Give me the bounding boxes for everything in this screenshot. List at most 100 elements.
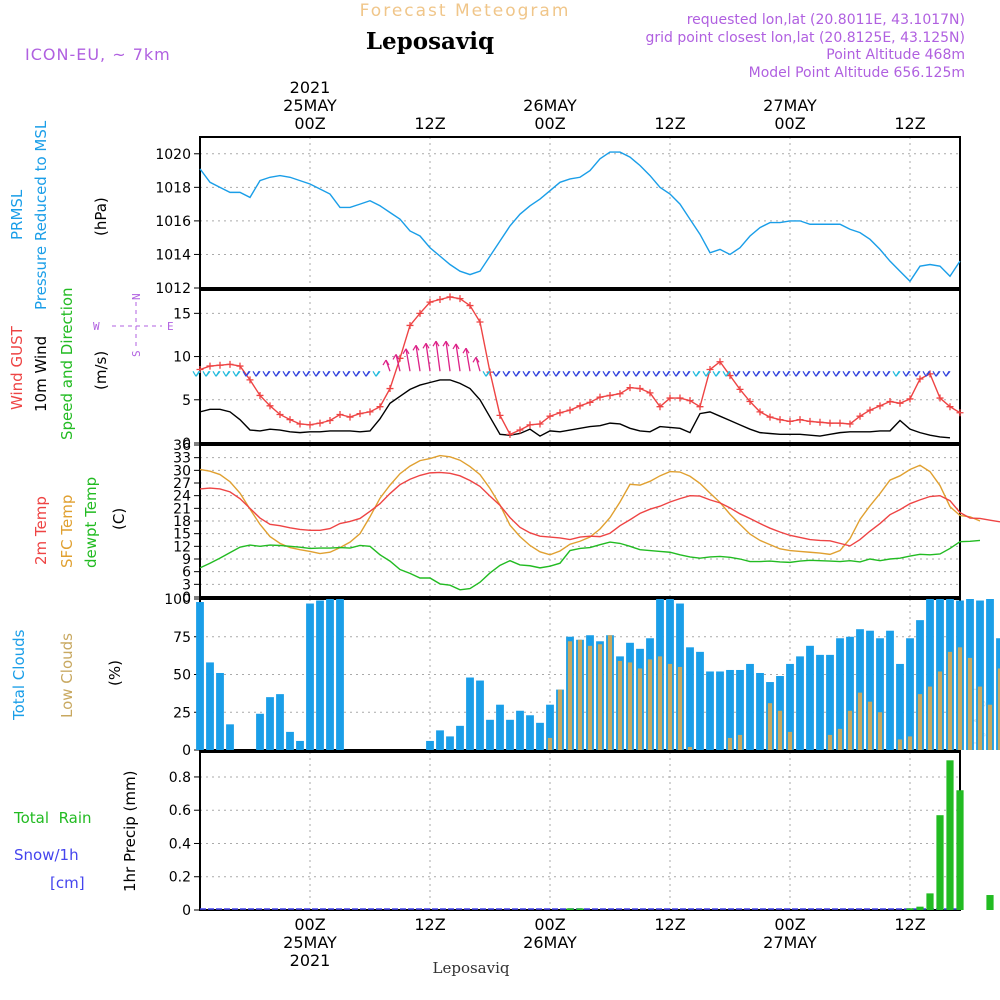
low-clouds-bar bbox=[867, 701, 873, 750]
wind-arrow-head bbox=[282, 370, 290, 377]
total-clouds-bar bbox=[336, 599, 344, 750]
low-clouds-bar bbox=[777, 710, 783, 750]
gust-series-point bbox=[866, 406, 874, 414]
clouds-label-2: Low Clouds bbox=[58, 633, 76, 718]
wind-arrow-head bbox=[782, 370, 790, 377]
clouds-label-1: Total Clouds bbox=[10, 629, 28, 721]
rain-bar bbox=[566, 908, 574, 910]
wind-arrow bbox=[465, 348, 471, 372]
wind-arrow-head bbox=[642, 370, 650, 377]
low-clouds-bar bbox=[937, 671, 943, 750]
y-tick-label: 1014 bbox=[155, 247, 191, 263]
wind-arrow-head bbox=[462, 347, 470, 354]
wind-arrow-head bbox=[902, 370, 910, 377]
y-tick-label: 21 bbox=[173, 501, 191, 517]
gust-series-point bbox=[956, 409, 964, 417]
y-tick-label: 0.4 bbox=[169, 836, 191, 852]
total-clouds-bar bbox=[546, 704, 554, 750]
gust-series-point bbox=[836, 419, 844, 427]
wind-arrow-head bbox=[532, 370, 540, 377]
y-tick-label: 75 bbox=[173, 630, 191, 646]
wind-arrow bbox=[445, 341, 451, 372]
wind-arrow-head bbox=[192, 370, 200, 377]
dewpt-series-line bbox=[199, 539, 981, 591]
low-clouds-bar bbox=[877, 712, 883, 750]
low-clouds-bar bbox=[947, 651, 953, 750]
gust-series-point bbox=[366, 408, 374, 416]
total-clouds-bar bbox=[446, 736, 454, 750]
wind-arrow-head bbox=[742, 370, 750, 377]
footer-location: Leposaviq bbox=[433, 959, 510, 977]
wind-arrow-head bbox=[432, 340, 440, 347]
gust-series-point bbox=[456, 295, 464, 303]
total-clouds-bar bbox=[316, 600, 324, 750]
low-clouds-bar bbox=[677, 666, 683, 750]
gust-series-point bbox=[846, 420, 854, 428]
wind-arrow-head bbox=[802, 370, 810, 377]
gust-series-point bbox=[306, 421, 314, 429]
total-clouds-bar bbox=[466, 677, 474, 750]
total-clouds-bar bbox=[206, 662, 214, 750]
y-tick-label: 15 bbox=[173, 306, 191, 322]
wind-arrow-head bbox=[222, 370, 230, 377]
total-clouds-bar bbox=[686, 647, 694, 750]
gust-series-point bbox=[506, 430, 514, 438]
gust-series-point bbox=[826, 419, 834, 427]
wind-arrow-head bbox=[712, 370, 720, 377]
rain-bar bbox=[926, 893, 934, 910]
wind-arrow-head bbox=[622, 370, 630, 377]
gust-series-line bbox=[199, 296, 961, 436]
low-clouds-bar bbox=[957, 647, 963, 750]
gust-series-point bbox=[226, 360, 234, 368]
wind-arrow-head bbox=[652, 370, 660, 377]
rain-bar bbox=[956, 790, 964, 910]
total-clouds-bar bbox=[986, 599, 994, 750]
gust-series-point bbox=[376, 403, 384, 411]
rain-bar bbox=[576, 908, 584, 910]
total-clouds-bar bbox=[506, 719, 514, 750]
wind-arrow-head bbox=[322, 370, 330, 377]
gust-series-point bbox=[646, 389, 654, 397]
wind-arrow-head bbox=[882, 370, 890, 377]
gust-series-point bbox=[696, 403, 704, 411]
gust-series-point bbox=[916, 375, 924, 383]
y-tick-label: 0 bbox=[182, 743, 191, 759]
time-label: 2021 bbox=[290, 78, 331, 97]
low-clouds bbox=[547, 635, 1000, 750]
temp-label-2: SFC Temp bbox=[58, 495, 76, 568]
gust-series-point bbox=[546, 412, 554, 420]
time-label: 00Z bbox=[534, 915, 565, 934]
low-clouds-bar bbox=[917, 694, 923, 750]
wind-arrow-head bbox=[682, 370, 690, 377]
gust-series-point bbox=[216, 361, 224, 369]
gust-series-point bbox=[636, 385, 644, 393]
total-clouds-bar bbox=[876, 638, 884, 750]
requested-coords: requested lon,lat (20.8011E, 43.1017N) bbox=[687, 12, 965, 28]
wind-arrow-head bbox=[672, 370, 680, 377]
total-clouds-bar bbox=[426, 740, 434, 750]
compass-rose: N S W E bbox=[93, 293, 174, 357]
wind-arrow bbox=[415, 345, 421, 372]
low-clouds-bar bbox=[587, 645, 593, 750]
low-clouds-bar bbox=[967, 657, 973, 750]
y-tick-label: 1016 bbox=[155, 214, 191, 230]
time-label: 00Z bbox=[294, 114, 325, 133]
time-label: 2021 bbox=[290, 951, 331, 970]
wind-arrow-head bbox=[452, 343, 460, 350]
wind-arrow-head bbox=[412, 345, 420, 351]
gust-series-point bbox=[816, 418, 824, 426]
wind-arrow-head bbox=[702, 370, 710, 377]
dewpt-series bbox=[199, 539, 981, 591]
wind-arrow-head bbox=[842, 370, 850, 377]
y-tick-label: 18 bbox=[173, 514, 191, 530]
time-label: 00Z bbox=[774, 114, 805, 133]
low-clouds-bar bbox=[837, 728, 843, 750]
time-label: 12Z bbox=[414, 114, 445, 133]
wind-arrow-head bbox=[852, 370, 860, 377]
wind-arrow bbox=[435, 341, 441, 372]
rain-bar bbox=[906, 908, 914, 910]
wind-arrow-head bbox=[242, 370, 250, 377]
